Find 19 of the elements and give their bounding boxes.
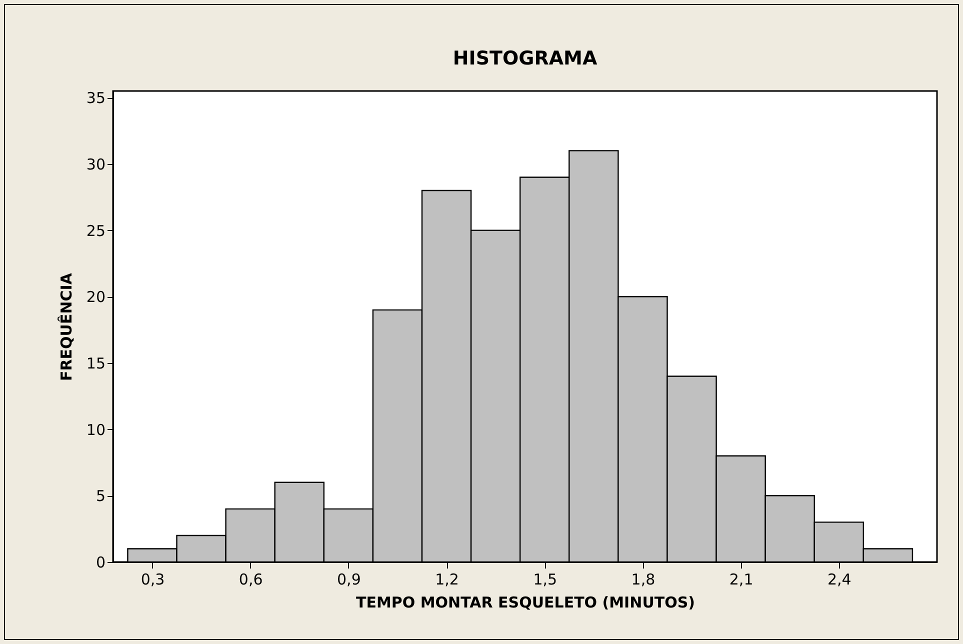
y-tick-label: 5: [96, 487, 106, 506]
x-tick-label: 0,9: [337, 570, 361, 588]
y-tick-label: 0: [96, 554, 106, 572]
y-tick-label: 30: [86, 155, 106, 174]
y-tick-label: 35: [86, 89, 106, 108]
x-tick-label: 0,6: [238, 570, 263, 588]
y-axis-title: FREQUÊNCIA: [57, 272, 76, 381]
x-tick-label: 1,8: [631, 570, 656, 588]
x-axis-title: TEMPO MONTAR ESQUELETO (MINUTOS): [356, 594, 696, 612]
x-tick-label: 1,5: [533, 570, 558, 588]
chart-title: HISTOGRAMA: [452, 48, 598, 70]
x-tick-label: 2,4: [827, 570, 852, 588]
y-tick-label: 15: [86, 354, 106, 372]
y-tick-label: 10: [86, 420, 106, 439]
x-tick-label: 2,1: [729, 570, 754, 588]
y-tick-label: 20: [86, 288, 106, 306]
x-tick-label: 0,3: [140, 570, 165, 588]
y-tick-label: 25: [86, 222, 106, 240]
x-tick-label: 1,2: [435, 570, 459, 588]
